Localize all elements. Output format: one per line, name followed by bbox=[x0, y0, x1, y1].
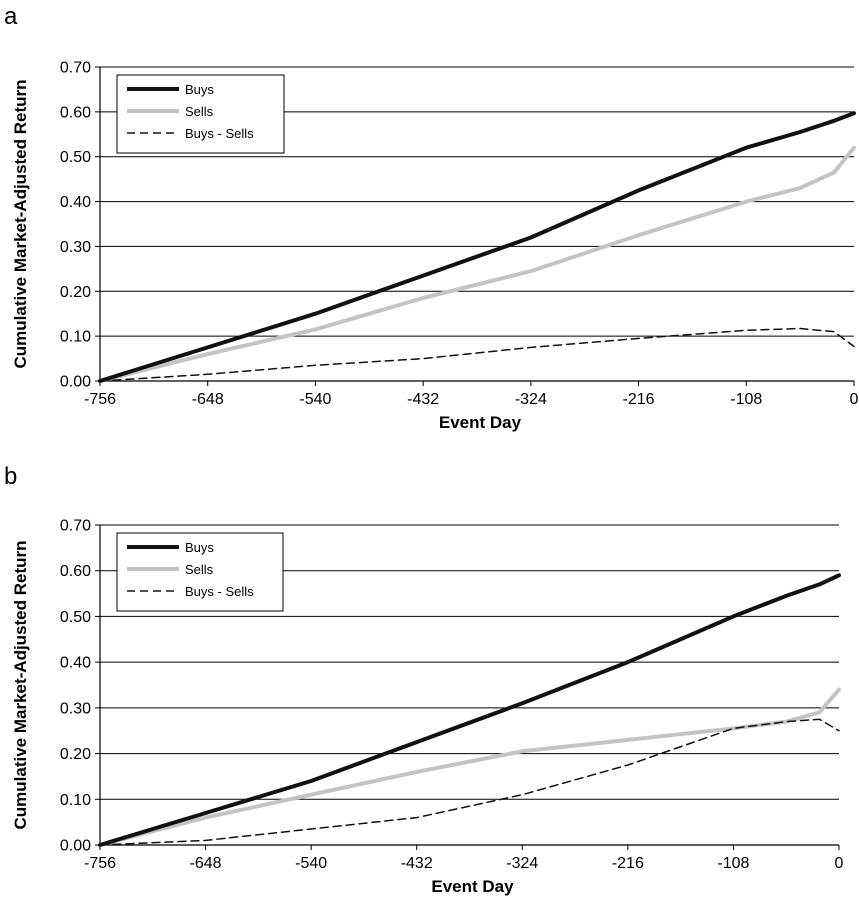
y-tick-label: 0.00 bbox=[60, 374, 91, 391]
series-line-buys-sells bbox=[99, 718, 840, 846]
chart-panel-a: a 0.00 0.10 0.20 0.30 0.40 0.50 0.60 0.70 -756 -64… bbox=[4, 3, 859, 432]
y-tick-label: 0.20 bbox=[60, 284, 91, 301]
series-line-sells bbox=[98, 145, 856, 383]
x-tick-label: 0 bbox=[835, 855, 844, 872]
x-axis-title: Event Day bbox=[439, 413, 522, 432]
series-line-buys-sells bbox=[99, 327, 855, 382]
y-axis-title: Cumulative Market-Adjusted Return bbox=[11, 540, 30, 829]
y-tick-label: 0.10 bbox=[60, 792, 91, 809]
y-tick-label: 0.40 bbox=[60, 194, 91, 211]
legend-label: Buys bbox=[185, 540, 214, 555]
x-tick-label: -108 bbox=[730, 391, 762, 408]
y-tick-label: 0.50 bbox=[60, 609, 91, 626]
legend-label: Sells bbox=[185, 562, 214, 577]
y-tick-label: 0.00 bbox=[60, 838, 91, 855]
y-tick-label: 0.30 bbox=[60, 700, 91, 717]
y-tick-label: 0.60 bbox=[60, 563, 91, 580]
legend-label: Buys bbox=[185, 82, 214, 97]
legend: Buys Sells Buys - Sells bbox=[116, 532, 284, 612]
panel-label: a bbox=[4, 3, 18, 30]
x-tick-label: -108 bbox=[717, 855, 749, 872]
series-line-buys bbox=[98, 573, 841, 847]
x-tick-label: -648 bbox=[190, 855, 222, 872]
chart-panel-b: b 0.00 0.10 0.20 0.30 0.40 0.50 0.60 0.70 -756 -64… bbox=[4, 463, 844, 896]
y-tick-label: 0.70 bbox=[60, 60, 91, 77]
y-tick-label: 0.60 bbox=[60, 104, 91, 121]
x-tick-label: -648 bbox=[192, 391, 224, 408]
series-line-buys bbox=[98, 111, 856, 383]
x-axis-title: Event Day bbox=[431, 877, 514, 896]
x-tick-label: -324 bbox=[506, 855, 538, 872]
x-tick-label: -540 bbox=[299, 391, 331, 408]
x-tick-label: -216 bbox=[623, 391, 655, 408]
x-tick-label: -756 bbox=[84, 391, 116, 408]
y-tick-label: 0.40 bbox=[60, 655, 91, 672]
panel-label: b bbox=[4, 463, 17, 490]
x-tick-label: -432 bbox=[407, 391, 439, 408]
x-tick-label: -432 bbox=[401, 855, 433, 872]
series-line-sells bbox=[98, 687, 841, 847]
y-axis-title: Cumulative Market-Adjusted Return bbox=[11, 79, 30, 368]
legend-label: Buys - Sells bbox=[185, 584, 254, 599]
y-tick-label: 0.50 bbox=[60, 149, 91, 166]
y-tick-label: 0.70 bbox=[60, 518, 91, 535]
x-tick-label: 0 bbox=[850, 391, 859, 408]
y-tick-label: 0.30 bbox=[60, 239, 91, 256]
legend-label: Buys - Sells bbox=[185, 126, 254, 141]
y-tick-label: 0.10 bbox=[60, 329, 91, 346]
x-tick-label: -756 bbox=[84, 855, 116, 872]
x-tick-label: -540 bbox=[295, 855, 327, 872]
y-tick-label: 0.20 bbox=[60, 746, 91, 763]
legend-label: Sells bbox=[185, 104, 214, 119]
x-tick-label: -324 bbox=[515, 391, 547, 408]
legend: Buys Sells Buys - Sells bbox=[116, 74, 285, 154]
x-tick-label: -216 bbox=[612, 855, 644, 872]
